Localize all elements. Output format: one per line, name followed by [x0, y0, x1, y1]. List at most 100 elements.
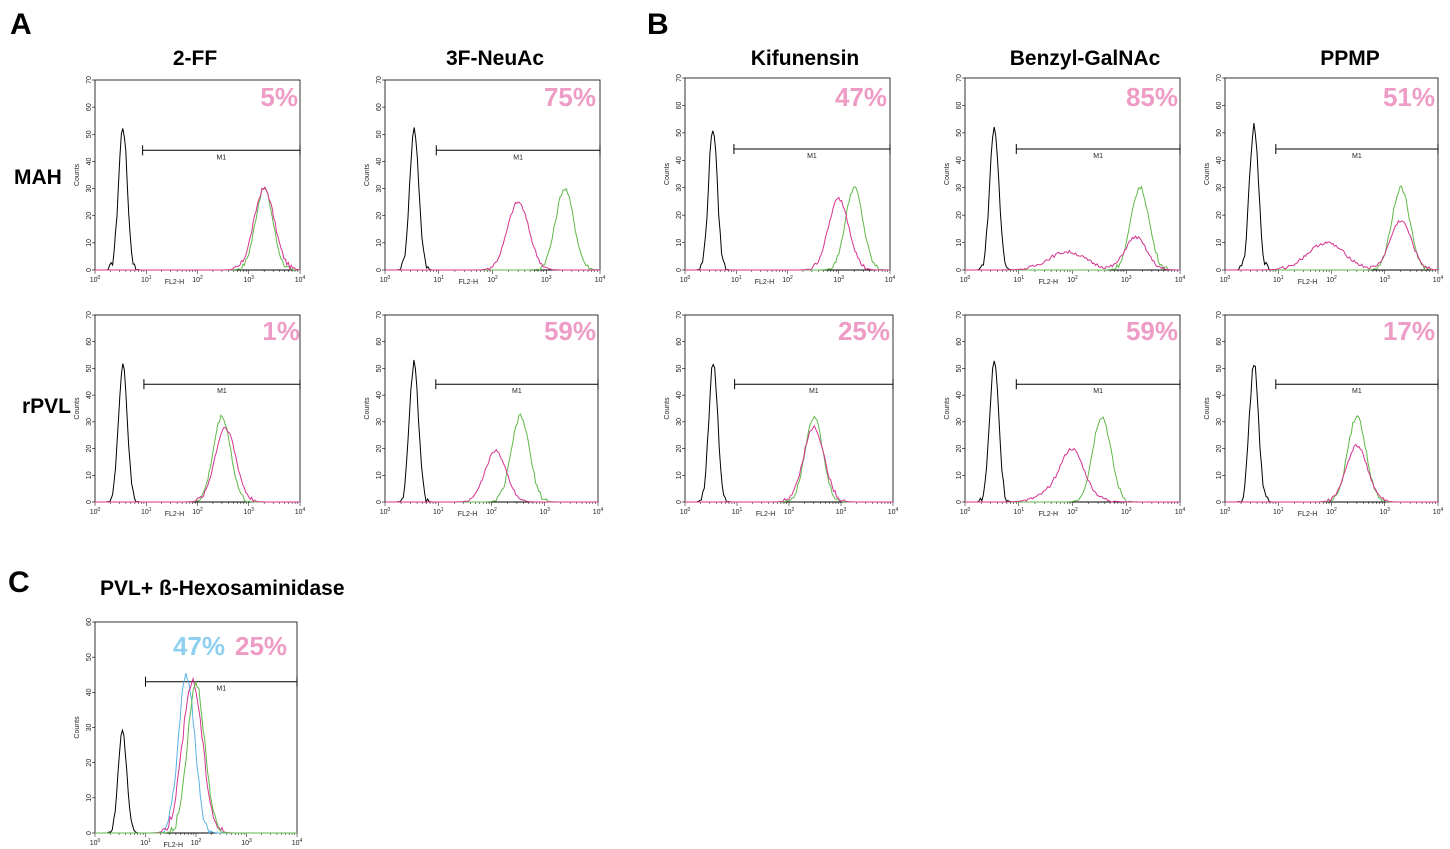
x-tick-label: 103	[541, 275, 552, 284]
y-tick-label: 30	[676, 418, 683, 426]
x-tick-label: 103	[539, 507, 550, 516]
y-tick-label: 30	[676, 184, 683, 192]
y-tick-label: 0	[956, 500, 963, 504]
series-green-curve	[965, 185, 1180, 271]
histogram-p03: 0 10 20 30 40 50 60 70 100 101 102 103 104 FL2-H Count…	[944, 74, 1186, 286]
col-title-ppmp: PPMP	[1320, 47, 1380, 70]
y-tick-label: 50	[86, 364, 93, 372]
panel-letter-c: C	[8, 566, 30, 599]
y-tick-label: 60	[376, 103, 383, 111]
percent-annotation: 59%	[544, 316, 596, 346]
m1-marker-label: M1	[1093, 153, 1103, 160]
y-tick-label: 50	[86, 653, 93, 661]
y-tick-label: 20	[376, 212, 383, 220]
y-tick-label: 30	[1216, 184, 1223, 192]
x-tick-label: 102	[192, 275, 203, 284]
x-tick-label: 103	[243, 507, 254, 516]
histogram-p10: 0 10 20 30 40 50 60 70 100 101 102 103 104 FL2-H Count…	[74, 311, 306, 518]
y-axis-label: Counts	[944, 162, 951, 185]
series-green-curve	[1225, 185, 1438, 271]
y-tick-label: 50	[676, 364, 683, 372]
y-tick-label: 60	[86, 338, 93, 346]
y-tick-label: 40	[1216, 391, 1223, 399]
x-tick-label: 103	[1379, 507, 1390, 516]
y-tick-label: 50	[1216, 364, 1223, 372]
x-axis-label: FL2-H	[1298, 279, 1317, 286]
histogram-p14: 0 10 20 30 40 50 60 70 100 101 102 103 104 FL2-H Count…	[1204, 311, 1444, 518]
x-tick-label: 104	[292, 838, 303, 847]
x-tick-label: 104	[888, 507, 899, 516]
series-magenta-curve	[385, 201, 600, 271]
y-tick-label: 60	[676, 338, 683, 346]
y-tick-label: 20	[1216, 445, 1223, 453]
y-tick-label: 50	[376, 130, 383, 138]
y-tick-label: 30	[376, 418, 383, 426]
series-black-curve	[685, 363, 893, 503]
x-tick-label: 101	[1273, 275, 1284, 284]
x-tick-label: 103	[243, 275, 254, 284]
y-tick-label: 0	[676, 500, 683, 504]
y-tick-label: 40	[956, 391, 963, 399]
y-tick-label: 10	[956, 239, 963, 247]
y-tick-label: 30	[376, 185, 383, 193]
m1-marker-label: M1	[216, 686, 226, 693]
x-axis-label: FL2-H	[459, 279, 478, 286]
y-axis-label: Counts	[74, 163, 81, 186]
x-tick-label: 101	[140, 838, 151, 847]
series-magenta-curve	[965, 235, 1180, 271]
x-tick-label: 101	[732, 507, 743, 516]
x-tick-label: 101	[433, 275, 444, 284]
series-green-curve	[1225, 414, 1438, 503]
y-tick-label: 60	[1216, 338, 1223, 346]
x-tick-label: 104	[1175, 275, 1186, 284]
y-tick-label: 60	[86, 618, 93, 626]
y-tick-label: 10	[376, 471, 383, 479]
series-magenta-curve	[95, 426, 300, 503]
series-magenta-curve	[685, 424, 893, 503]
percent-annotation: 59%	[1126, 316, 1178, 346]
x-tick-label: 104	[295, 275, 306, 284]
percent-annotation: 17%	[1383, 316, 1435, 346]
histogram-p13: 0 10 20 30 40 50 60 70 100 101 102 103 104 FL2-H Count…	[944, 311, 1186, 518]
x-axis-label: FL2-H	[1298, 511, 1317, 518]
x-tick-label: 100	[380, 507, 391, 516]
series-green-curve	[385, 187, 601, 271]
y-tick-label: 50	[1216, 129, 1223, 137]
percent-annotation: 25%	[838, 316, 890, 346]
x-tick-label: 100	[680, 275, 691, 284]
y-tick-label: 40	[86, 391, 93, 399]
y-tick-label: 0	[86, 268, 93, 272]
y-tick-label: 60	[956, 101, 963, 109]
y-axis-label: Counts	[664, 162, 671, 185]
y-tick-label: 10	[676, 239, 683, 247]
col-title-3f-neuac: 3F-NeuAc	[446, 47, 544, 70]
y-tick-label: 20	[956, 445, 963, 453]
y-tick-label: 70	[956, 311, 963, 319]
series-green-curve	[95, 680, 297, 834]
row-label-rpvl: rPVL	[22, 395, 71, 418]
x-tick-label: 100	[960, 275, 971, 284]
y-tick-label: 20	[676, 211, 683, 219]
m1-marker-label: M1	[809, 388, 819, 395]
y-tick-label: 20	[376, 445, 383, 453]
x-tick-label: 103	[833, 275, 844, 284]
panel-letter-b: B	[647, 8, 669, 41]
series-green-curve	[385, 413, 598, 503]
panel-letter-a: A	[10, 8, 32, 41]
x-tick-label: 104	[595, 275, 606, 284]
histogram-p02: 0 10 20 30 40 50 60 70 100 101 102 103 104 FL2-H Count…	[664, 74, 896, 286]
x-tick-label: 102	[486, 507, 497, 516]
x-tick-label: 102	[784, 507, 795, 516]
y-tick-label: 10	[676, 471, 683, 479]
x-tick-label: 100	[680, 507, 691, 516]
y-tick-label: 10	[86, 239, 93, 247]
y-tick-label: 40	[676, 156, 683, 164]
x-tick-label: 104	[1175, 507, 1186, 516]
percent-annotation: 5%	[260, 82, 298, 112]
y-tick-label: 40	[956, 156, 963, 164]
m1-marker-label: M1	[1352, 388, 1362, 395]
x-axis-label: FL2-H	[755, 279, 774, 286]
x-axis-label: FL2-H	[164, 842, 183, 849]
